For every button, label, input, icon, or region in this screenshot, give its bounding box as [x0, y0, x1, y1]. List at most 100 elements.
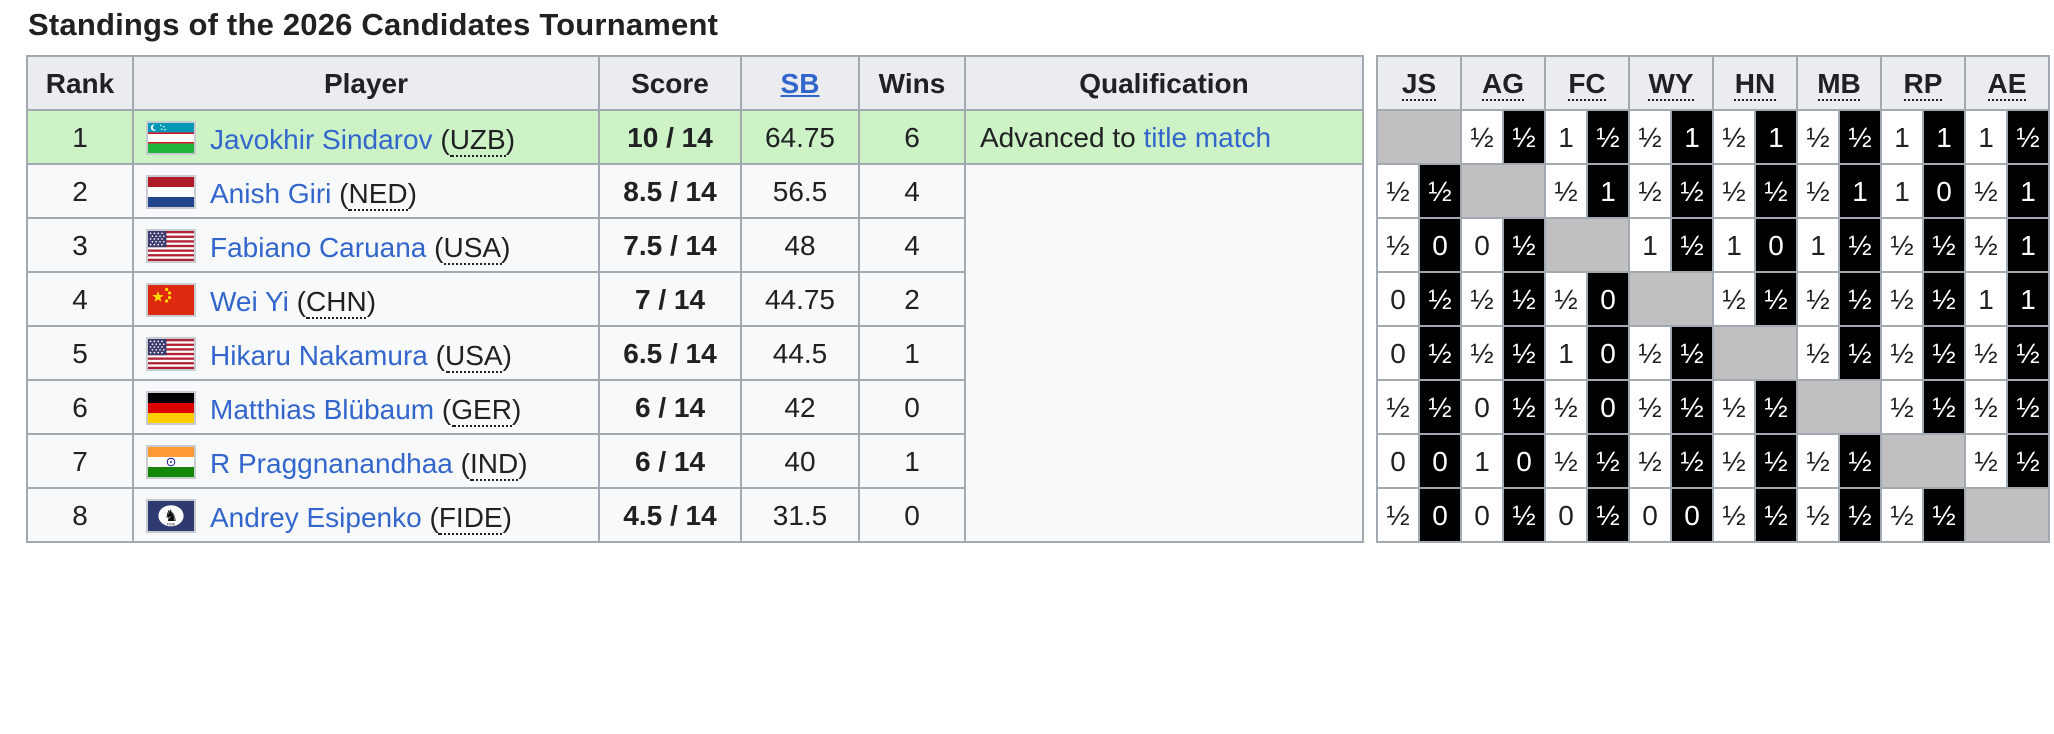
opponent-abbr: HN [1734, 67, 1776, 101]
country-code: (FIDE) [421, 500, 512, 534]
result-cell-white: 1 [1964, 109, 2008, 165]
result-cell-black: ½ [1586, 433, 1630, 489]
result-cell-white: ½ [1964, 163, 2008, 219]
standings-row-6: 6 Matthias Blübaum (GER) 6 / 14 42 0 [26, 379, 1363, 435]
rank-cell: 2 [26, 163, 134, 219]
result-cell-white: ½ [1964, 217, 2008, 273]
player-link[interactable]: Hikaru Nakamura [210, 338, 428, 370]
player-link[interactable]: R Praggnanandhaa [210, 446, 453, 478]
result-cell-black: ½ [1502, 487, 1546, 543]
opponent-abbr: WY [1648, 67, 1694, 101]
opponent-abbr: MB [1817, 67, 1861, 101]
wins-cell: 1 [858, 433, 966, 489]
opponent-abbr: RP [1903, 67, 1943, 101]
opponent-abbr: AE [1987, 67, 2027, 101]
score-cell: 4.5 / 14 [598, 487, 742, 543]
result-cell-black: ½ [1754, 379, 1798, 435]
result-cell-white: ½ [1796, 109, 1840, 165]
player-cell: Hikaru Nakamura (USA) [132, 325, 600, 381]
country-code-abbr: FIDE [438, 500, 503, 534]
diagonal-cell [1880, 433, 1966, 489]
standings-row-5: 5 Hikaru Nakamura (USA) 6.5 / 14 44.5 1 [26, 325, 1363, 381]
result-cell-white: ½ [1796, 271, 1840, 327]
result-cell-black: 0 [1502, 433, 1546, 489]
result-cell-white: 0 [1460, 487, 1504, 543]
player-link[interactable]: Andrey Esipenko [210, 500, 422, 532]
standings-row-1: 1 Javokhir Sindarov (UZB) 10 / 14 64.75 6 Adv… [26, 109, 1364, 165]
result-cell-white: ½ [1460, 271, 1504, 327]
country-code-abbr: USA [443, 230, 502, 264]
sb-cell: 44.75 [740, 271, 860, 327]
crosstable-header-ag: AG [1460, 55, 1546, 111]
qualification-empty-cell [964, 163, 1364, 543]
player-cell: Wei Yi (CHN) [132, 271, 600, 327]
result-cell-black: ½ [1922, 379, 1966, 435]
result-cell-black: ½ [1922, 487, 1966, 543]
result-cell-black: 1 [2006, 217, 2050, 273]
sb-cell: 56.5 [740, 163, 860, 219]
score-cell: 10 / 14 [598, 109, 742, 165]
player-link[interactable]: Javokhir Sindarov [210, 122, 433, 154]
result-cell-white: ½ [1712, 163, 1756, 219]
result-cell-black: ½ [1586, 487, 1630, 543]
result-cell-white: ½ [1880, 379, 1924, 435]
result-cell-black: ½ [1670, 379, 1714, 435]
result-cell-white: ½ [1460, 325, 1504, 381]
column-header-score: Score [598, 55, 742, 111]
player-cell: Fabiano Caruana (USA) [132, 217, 600, 273]
result-cell-white: ½ [1712, 271, 1756, 327]
player-link[interactable]: Wei Yi [210, 284, 289, 316]
result-cell-black: 0 [1586, 271, 1630, 327]
result-cell-black: ½ [1754, 487, 1798, 543]
result-cell-white: 0 [1376, 325, 1420, 381]
rank-cell: 5 [26, 325, 134, 381]
result-cell-white: ½ [1712, 487, 1756, 543]
result-cell-black: ½ [1754, 433, 1798, 489]
usa-flag-icon [146, 336, 196, 370]
sb-header-link[interactable]: SB [780, 67, 820, 99]
column-header-qualification: Qualification [964, 55, 1364, 111]
rank-cell: 8 [26, 487, 134, 543]
result-cell-black: 1 [2006, 163, 2050, 219]
country-code: (CHN) [288, 284, 377, 318]
rank-cell: 6 [26, 379, 134, 435]
result-cell-black: 0 [1586, 325, 1630, 381]
result-cell-black: ½ [1418, 271, 1462, 327]
result-cell-black: ½ [1922, 217, 1966, 273]
result-cell-black: ½ [1670, 217, 1714, 273]
player-link[interactable]: Anish Giri [210, 176, 332, 208]
wins-cell: 2 [858, 271, 966, 327]
result-cell-black: ½ [2006, 379, 2050, 435]
player-link[interactable]: Fabiano Caruana [210, 230, 427, 262]
result-cell-black: 0 [1586, 379, 1630, 435]
score-cell: 6.5 / 14 [598, 325, 742, 381]
sb-cell: 31.5 [740, 487, 860, 543]
score-cell: 6 / 14 [598, 379, 742, 435]
result-cell-white: 0 [1376, 433, 1420, 489]
result-cell-white: 0 [1460, 379, 1504, 435]
sb-cell: 40 [740, 433, 860, 489]
result-cell-white: ½ [1964, 379, 2008, 435]
result-cell-white: 1 [1628, 217, 1672, 273]
standings-row-3: 3 Fabiano Caruana (USA) 7.5 / 14 48 4 [26, 217, 1363, 273]
standings-layout: Rank Player Score SB Wins Qualification 1 Javo… [26, 55, 2054, 543]
column-header-rank: Rank [26, 55, 134, 111]
score-cell: 7.5 / 14 [598, 217, 742, 273]
player-cell: ♞ FIDE Andrey Esipenko (FIDE) [132, 487, 600, 543]
diagonal-cell [1712, 325, 1798, 381]
player-link[interactable]: Matthias Blübaum [210, 392, 435, 424]
result-cell-black: ½ [1838, 271, 1882, 327]
country-code: (GER) [434, 392, 522, 426]
result-cell-white: 1 [1460, 433, 1504, 489]
title-match-link[interactable]: title match [1143, 121, 1272, 153]
rank-cell: 7 [26, 433, 134, 489]
player-cell: Anish Giri (NED) [132, 163, 600, 219]
page-title: Standings of the 2026 Candidates Tournam… [28, 9, 719, 43]
result-cell-white: ½ [1880, 325, 1924, 381]
result-cell-white: ½ [1376, 487, 1420, 543]
result-cell-white: ½ [1712, 379, 1756, 435]
result-cell-white: ½ [1880, 271, 1924, 327]
